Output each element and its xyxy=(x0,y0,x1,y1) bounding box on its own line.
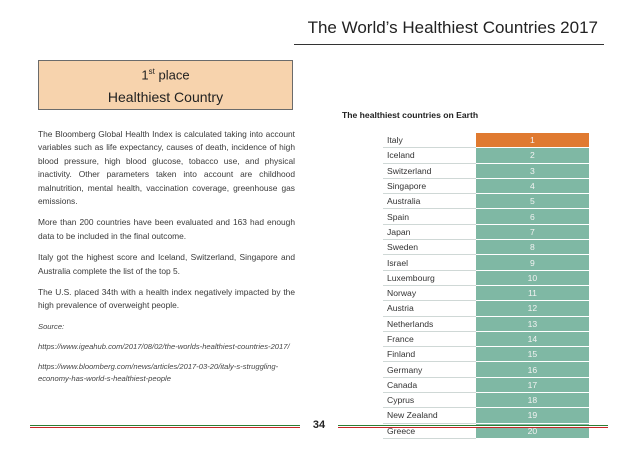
table-row: Switzerland 3 xyxy=(383,163,589,179)
table-row: Austria 12 xyxy=(383,300,589,317)
table-row: Finland 15 xyxy=(383,346,589,363)
country-cell: Switzerland xyxy=(383,163,476,179)
country-cell: New Zealand xyxy=(383,407,476,424)
country-cell: Singapore xyxy=(383,178,476,195)
rank-cell: 10 xyxy=(475,270,589,286)
source-link[interactable]: https://www.igeahub.com/2017/08/02/the-w… xyxy=(38,341,290,351)
table-row: Norway 11 xyxy=(383,285,589,302)
rank-cell: 9 xyxy=(475,254,589,271)
table-row: France 14 xyxy=(383,331,589,348)
country-cell: Canada xyxy=(383,377,476,394)
table-row: Sweden 8 xyxy=(383,239,589,256)
rank-cell: 6 xyxy=(475,208,589,225)
place-heading: 1st place xyxy=(39,67,292,82)
footer-tricolor-rule-left xyxy=(30,425,300,429)
place-ordinal-number: 1 xyxy=(141,67,149,83)
rank-cell: 19 xyxy=(475,407,589,424)
rank-cell: 14 xyxy=(475,331,589,348)
country-cell: Sweden xyxy=(383,239,476,256)
country-cell: Cyprus xyxy=(383,392,476,409)
place-ordinal-suffix: st xyxy=(148,67,155,76)
paragraph: The U.S. placed 34th with a health index… xyxy=(38,287,295,311)
rank-cell: 11 xyxy=(475,285,589,302)
place-word: place xyxy=(158,67,190,83)
country-cell: Spain xyxy=(383,208,476,225)
table-row: Australia 5 xyxy=(383,193,589,210)
page-number: 34 xyxy=(312,419,326,431)
paragraph: More than 200 countries have been evalua… xyxy=(38,217,295,241)
rank-cell: 13 xyxy=(475,316,589,332)
rank-cell: 16 xyxy=(475,361,589,378)
table-row: Cyprus 18 xyxy=(383,392,589,409)
paragraph: The Bloomberg Global Health Index is cal… xyxy=(38,129,295,207)
body-text: The Bloomberg Global Health Index is cal… xyxy=(38,128,295,393)
source-link[interactable]: https://www.bloomberg.com/news/articles/… xyxy=(38,361,279,383)
rank-cell: 12 xyxy=(475,300,589,317)
table-row: Luxembourg 10 xyxy=(383,270,589,286)
country-cell: Germany xyxy=(383,361,476,378)
rank-cell: 2 xyxy=(475,147,589,164)
country-cell: France xyxy=(383,331,476,348)
rank-cell: 8 xyxy=(475,239,589,256)
country-cell: Luxembourg xyxy=(383,270,476,286)
table-row: Japan 7 xyxy=(383,224,589,241)
table-row: Germany 16 xyxy=(383,361,589,378)
document-title: The World’s Healthiest Countries 2017 xyxy=(307,18,598,37)
country-cell: Iceland xyxy=(383,147,476,164)
rank-cell: 3 xyxy=(475,163,589,179)
table-row: Iceland 2 xyxy=(383,147,589,164)
first-place-box: 1st place Healthiest Country xyxy=(38,60,293,110)
source-label: Source: xyxy=(38,321,65,331)
country-cell: Italy xyxy=(383,133,476,149)
table-row: Canada 17 xyxy=(383,377,589,394)
rank-cell: 4 xyxy=(475,178,589,195)
table-row: Israel 9 xyxy=(383,254,589,271)
table-row: New Zealand 19 xyxy=(383,407,589,424)
footer-tricolor-rule-right xyxy=(338,425,608,429)
table-row: Netherlands 13 xyxy=(383,316,589,332)
rank-cell: 5 xyxy=(475,193,589,210)
rank-cell: 15 xyxy=(475,346,589,363)
country-cell: Australia xyxy=(383,193,476,210)
country-cell: Netherlands xyxy=(383,316,476,332)
country-cell: Japan xyxy=(383,224,476,241)
table-title: The healthiest countries on Earth xyxy=(342,110,479,120)
header-rule xyxy=(294,44,604,45)
table-row: Singapore 4 xyxy=(383,178,589,195)
rank-cell: 18 xyxy=(475,392,589,409)
rank-cell: 7 xyxy=(475,224,589,241)
paragraph: Italy got the highest score and Iceland,… xyxy=(38,252,295,276)
healthiest-countries-table: Italy 1 Iceland 2 Switzerland 3 Singapore 4 … xyxy=(383,133,589,439)
country-cell: Israel xyxy=(383,254,476,271)
country-cell: Norway xyxy=(383,285,476,302)
rank-cell: 17 xyxy=(475,377,589,394)
country-cell: Austria xyxy=(383,300,476,317)
rank-cell: 1 xyxy=(475,133,589,149)
country-cell: Finland xyxy=(383,346,476,363)
place-subtitle: Healthiest Country xyxy=(107,89,224,105)
table-row: Spain 6 xyxy=(383,208,589,225)
table-row: Italy 1 xyxy=(383,133,589,149)
